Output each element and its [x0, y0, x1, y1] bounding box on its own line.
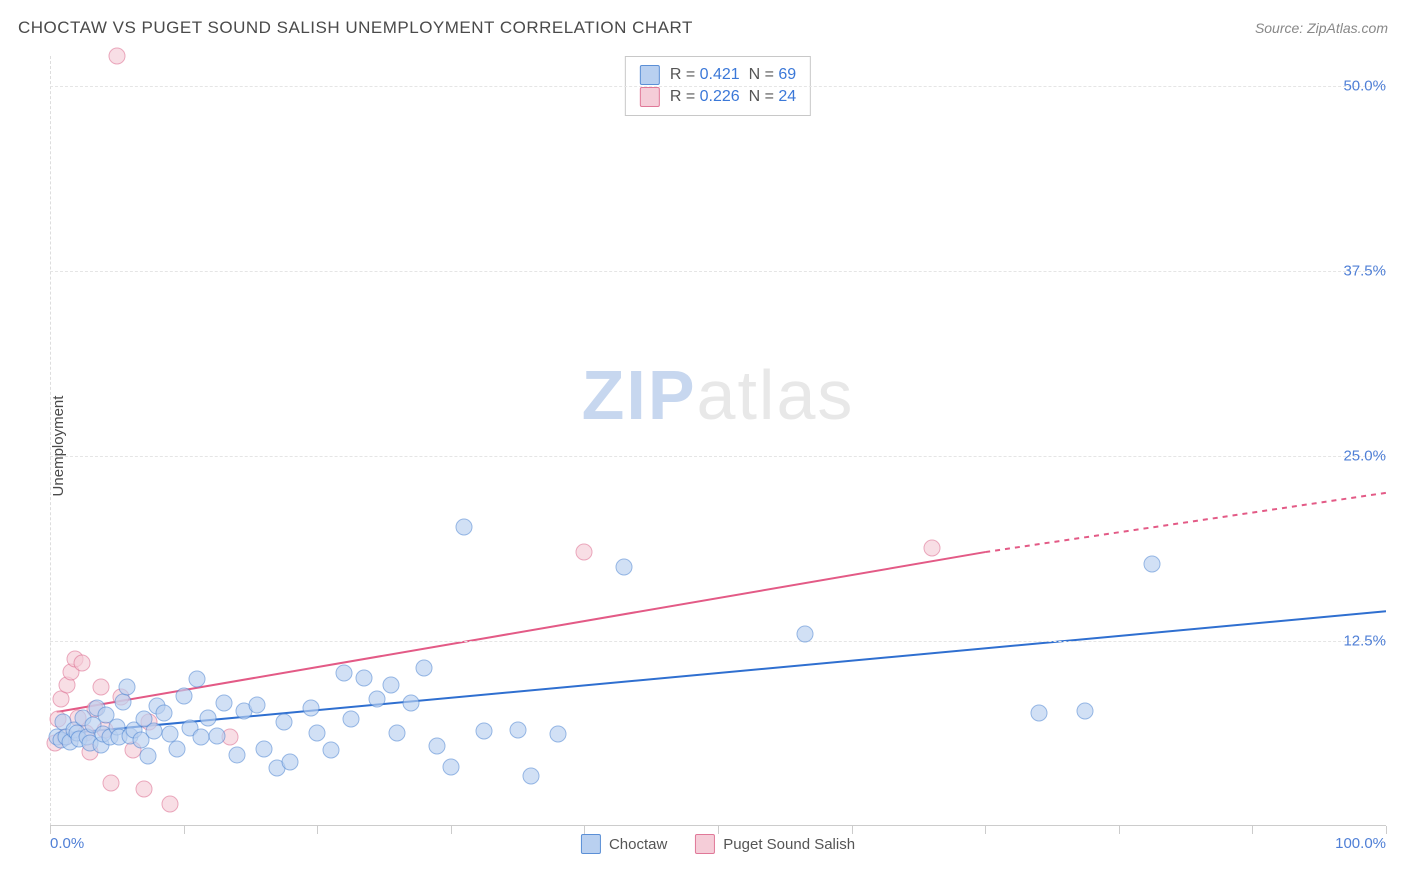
data-point-choctaw [192, 729, 209, 746]
swatch-salish [640, 87, 660, 107]
x-tick-mark [317, 826, 318, 834]
gridline [50, 641, 1386, 642]
y-tick-label: 25.0% [1343, 447, 1386, 464]
x-tick-mark [1252, 826, 1253, 834]
data-point-choctaw [1030, 705, 1047, 722]
data-point-choctaw [796, 625, 813, 642]
data-point-salish [576, 544, 593, 561]
y-tick-label: 12.5% [1343, 632, 1386, 649]
data-point-choctaw [402, 695, 419, 712]
scatter-plot: ZIPatlas R = 0.421 N = 69 R = 0.226 N = … [50, 56, 1386, 826]
data-point-choctaw [282, 754, 299, 771]
data-point-choctaw [476, 723, 493, 740]
data-point-choctaw [522, 767, 539, 784]
data-point-salish [103, 775, 120, 792]
data-point-choctaw [429, 738, 446, 755]
data-point-choctaw [175, 687, 192, 704]
swatch-salish-b [695, 834, 715, 854]
legend-label-salish: Puget Sound Salish [723, 836, 855, 853]
y-tick-label: 50.0% [1343, 77, 1386, 94]
data-point-salish [108, 48, 125, 65]
data-point-choctaw [389, 724, 406, 741]
data-point-choctaw [255, 741, 272, 758]
x-tick-label: 0.0% [50, 835, 84, 852]
data-point-choctaw [382, 677, 399, 694]
data-point-choctaw [1077, 702, 1094, 719]
x-tick-mark [584, 826, 585, 834]
x-tick-mark [852, 826, 853, 834]
data-point-choctaw [1144, 555, 1161, 572]
data-point-choctaw [355, 669, 372, 686]
data-point-choctaw [215, 695, 232, 712]
series-legend: Choctaw Puget Sound Salish [581, 834, 855, 854]
data-point-choctaw [549, 726, 566, 743]
data-point-choctaw [199, 709, 216, 726]
data-point-choctaw [275, 714, 292, 731]
data-point-choctaw [188, 671, 205, 688]
swatch-choctaw [640, 65, 660, 85]
data-point-choctaw [509, 721, 526, 738]
data-point-choctaw [322, 742, 339, 759]
data-point-choctaw [139, 748, 156, 765]
data-point-salish [92, 678, 109, 695]
gridline [50, 86, 1386, 87]
data-point-salish [162, 795, 179, 812]
x-tick-mark [50, 826, 51, 834]
data-point-salish [923, 539, 940, 556]
x-tick-mark [184, 826, 185, 834]
data-point-choctaw [249, 696, 266, 713]
x-tick-label: 100.0% [1335, 835, 1386, 852]
x-tick-mark [1119, 826, 1120, 834]
data-point-choctaw [416, 659, 433, 676]
data-point-choctaw [155, 705, 172, 722]
watermark: ZIPatlas [582, 355, 855, 435]
data-point-salish [74, 655, 91, 672]
data-point-choctaw [229, 746, 246, 763]
data-point-choctaw [146, 723, 163, 740]
y-tick-label: 37.5% [1343, 262, 1386, 279]
data-point-choctaw [309, 724, 326, 741]
data-point-choctaw [342, 711, 359, 728]
legend-label-choctaw: Choctaw [609, 836, 667, 853]
data-point-choctaw [209, 727, 226, 744]
data-point-choctaw [335, 665, 352, 682]
page-title: CHOCTAW VS PUGET SOUND SALISH UNEMPLOYME… [18, 18, 693, 38]
data-point-choctaw [119, 678, 136, 695]
x-tick-mark [451, 826, 452, 834]
x-tick-mark [985, 826, 986, 834]
swatch-choctaw-b [581, 834, 601, 854]
x-tick-mark [1386, 826, 1387, 834]
x-tick-mark [718, 826, 719, 834]
y-axis-line [50, 56, 51, 826]
data-point-choctaw [115, 693, 132, 710]
gridline [50, 456, 1386, 457]
data-point-choctaw [442, 758, 459, 775]
data-point-choctaw [302, 699, 319, 716]
source-credit: Source: ZipAtlas.com [1255, 20, 1388, 36]
gridline [50, 271, 1386, 272]
data-point-choctaw [456, 518, 473, 535]
data-point-salish [135, 780, 152, 797]
data-point-choctaw [369, 690, 386, 707]
data-point-choctaw [616, 558, 633, 575]
data-point-choctaw [168, 741, 185, 758]
